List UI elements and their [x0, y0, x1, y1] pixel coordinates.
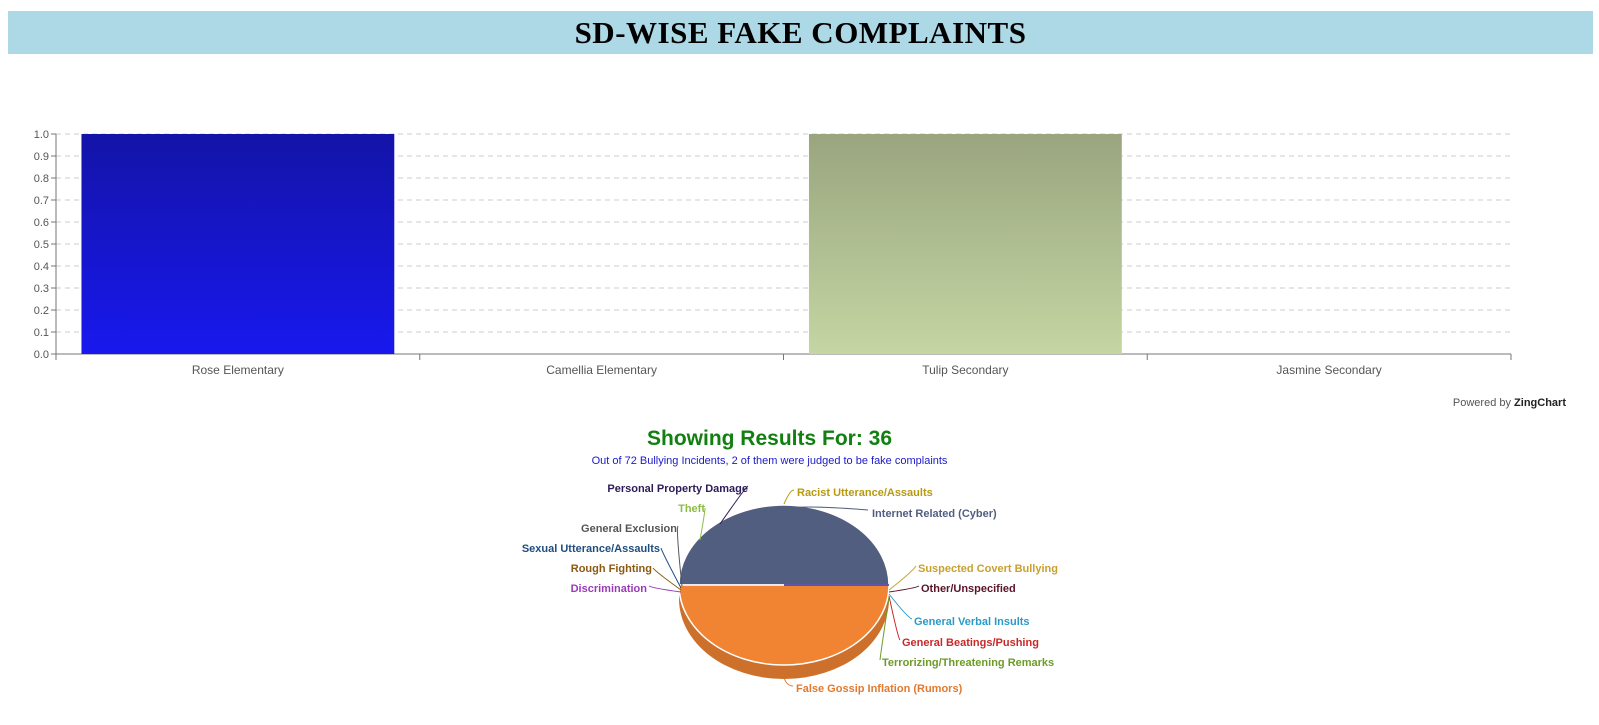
- y-tick-label: 0.1: [34, 327, 49, 339]
- bar-tulip-secondary[interactable]: [808, 134, 1122, 354]
- pie-chart: Internet Related (Cyber) False Gossip Inf…: [522, 483, 1058, 695]
- x-tick-label: Rose Elementary: [192, 363, 284, 377]
- powered-by-prefix: Powered by: [1452, 397, 1511, 409]
- pie-title: Showing Results For: 36: [646, 427, 893, 450]
- pie-label-connector: [648, 585, 682, 593]
- pie-label-connector: [677, 525, 683, 587]
- pie-label-connector: [719, 485, 749, 525]
- pie-subtitle: Out of 72 Bullying Incidents, 2 of them …: [591, 455, 948, 467]
- y-tick-label: 0.0: [34, 349, 49, 361]
- pie-label-connector: [783, 677, 794, 687]
- bar-chart: 0.0 0.1 0.2 0.3 0.4 0.5 0.6 0.7 0.8 0.9 1.0 Rose El…: [34, 129, 1512, 377]
- pie-label: False Gossip Inflation (Rumors): [796, 683, 963, 695]
- x-tick-label: Tulip Secondary: [922, 363, 1008, 377]
- pie-label-connector: [888, 595, 901, 641]
- pie-label-connector: [879, 597, 890, 661]
- pie-slice-side: [679, 585, 889, 679]
- y-tick-label: 0.4: [34, 261, 49, 273]
- x-tick-label: Camellia Elementary: [546, 363, 657, 377]
- pie-label: General Verbal Insults: [914, 616, 1030, 628]
- pie-label: Other/Unspecified: [921, 583, 1016, 595]
- pie-slice-false-gossip-inflation-rumors[interactable]: [678, 584, 890, 666]
- pie-label-connector: [888, 593, 913, 620]
- powered-by-brand[interactable]: ZingChart: [1514, 397, 1566, 409]
- pie-label: Suspected Covert Bullying: [918, 563, 1058, 575]
- bar-rose-elementary[interactable]: [81, 134, 395, 354]
- pie-slice-internet-related-cyber[interactable]: [678, 504, 890, 586]
- y-tick-label: 0.8: [34, 173, 49, 185]
- pie-label: Terrorizing/Threatening Remarks: [882, 657, 1054, 669]
- y-tick-label: 0.7: [34, 195, 49, 207]
- pie-label-connector: [660, 547, 682, 589]
- pie-label-connector: [888, 585, 920, 593]
- page-title-bar: SD-WISE FAKE COMPLAINTS: [8, 11, 1593, 54]
- y-tick-label: 0.3: [34, 283, 49, 295]
- y-tick-label: 0.2: [34, 305, 49, 317]
- y-tick-label: 0.6: [34, 217, 49, 229]
- pie-label: Sexual Utterance/Assaults: [522, 543, 660, 555]
- pie-label: Internet Related (Cyber): [872, 508, 997, 520]
- pie-label: General Beatings/Pushing: [902, 637, 1039, 649]
- pie-label-connector: [785, 506, 869, 511]
- y-tick-label: 1.0: [34, 129, 49, 141]
- pie-label-connector: [888, 565, 917, 591]
- page-title: SD-WISE FAKE COMPLAINTS: [574, 14, 1027, 50]
- pie-label-connector: [699, 507, 706, 541]
- pie-label: Racist Utterance/Assaults: [797, 487, 933, 499]
- y-tick-label: 0.5: [34, 239, 49, 251]
- pie-label: Theft: [678, 503, 705, 515]
- pie-label: Personal Property Damage: [607, 483, 748, 495]
- pie-label-connector: [652, 567, 682, 591]
- pie-label: Rough Fighting: [571, 563, 652, 575]
- y-tick-label: 0.9: [34, 151, 49, 163]
- pie-label: Discrimination: [571, 583, 648, 595]
- powered-by[interactable]: Powered by ZingChart: [1453, 397, 1566, 409]
- pie-label-connector: [783, 489, 795, 505]
- x-tick-label: Jasmine Secondary: [1276, 363, 1381, 377]
- pie-label: General Exclusion: [581, 523, 677, 535]
